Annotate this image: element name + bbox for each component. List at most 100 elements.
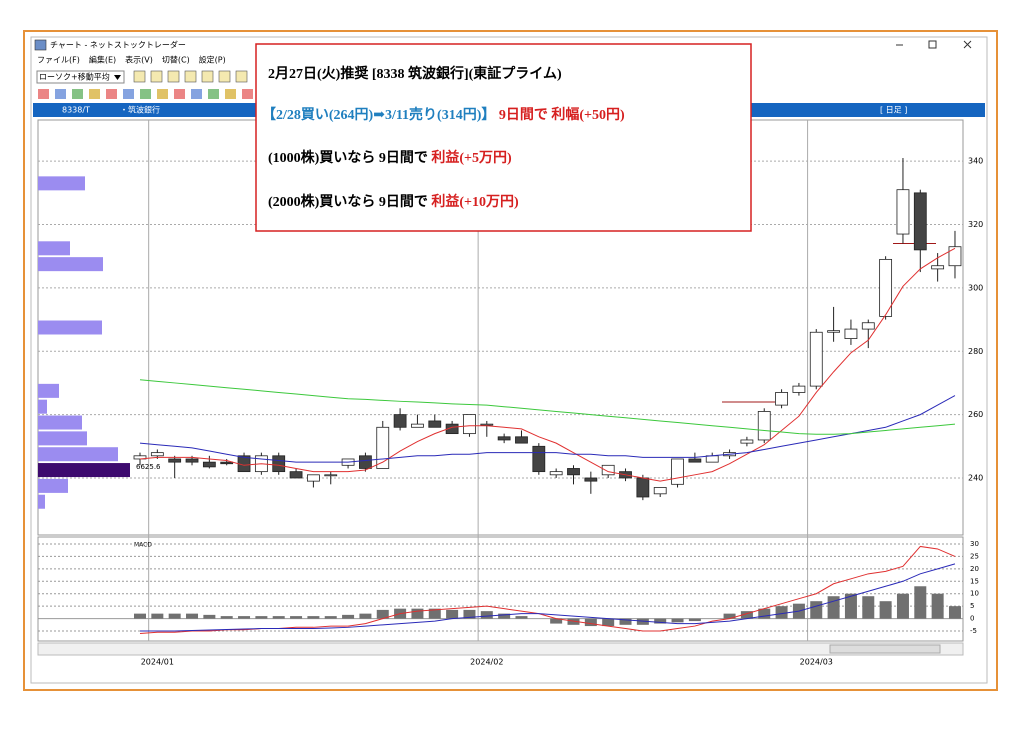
candle-body (445, 423, 459, 435)
candle-body (411, 423, 424, 428)
candle-body (584, 477, 598, 482)
toolbar-button[interactable] (150, 70, 163, 83)
menu-item[interactable]: 編集(E) (89, 55, 116, 65)
y-tick-label: 10 (970, 590, 979, 598)
profit: 利益(+5万円) (431, 149, 512, 166)
macd-bar (914, 586, 927, 619)
toolbar-button[interactable] (235, 70, 248, 83)
toolbar-button[interactable] (72, 89, 83, 99)
toolbar-button[interactable] (38, 89, 49, 99)
macd-bar (844, 593, 857, 619)
macd-bar (740, 611, 753, 619)
candle-body (601, 464, 615, 476)
toolbar-button[interactable] (157, 89, 168, 99)
toolbar-button[interactable] (89, 89, 100, 99)
toolbar-button[interactable] (123, 89, 134, 99)
candle-body (879, 258, 893, 317)
candle-body (272, 455, 286, 473)
candle-body (636, 477, 650, 498)
scrollbar[interactable] (37, 642, 964, 656)
toolbar-button[interactable] (225, 89, 236, 99)
candle-body (792, 385, 806, 393)
menu-item[interactable]: 切替(C) (162, 55, 190, 65)
candle-body (324, 474, 338, 477)
macd-bar (671, 618, 684, 623)
macd-bar (290, 616, 303, 619)
y-tick-label: 0 (970, 615, 974, 623)
window-controls[interactable] (896, 40, 972, 49)
menu-item[interactable]: ファイル(F) (37, 56, 80, 65)
candle-body (861, 322, 875, 330)
toolbar-button[interactable] (55, 89, 66, 99)
macd-bar (810, 601, 823, 619)
macd-bar (775, 606, 788, 619)
menu-item[interactable]: 表示(V) (125, 55, 153, 65)
candle-body (168, 458, 182, 463)
macd-bar (619, 618, 632, 625)
toolbar-button[interactable] (242, 89, 253, 99)
toolbar-button[interactable] (133, 70, 146, 83)
volume-profile-bar (38, 447, 118, 462)
y-tick-label: 25 (970, 552, 979, 560)
toolbar-button[interactable] (106, 89, 117, 99)
candle-body (515, 436, 528, 444)
candle-body (653, 487, 667, 495)
dropdown-arrow (114, 75, 121, 80)
macd-bar (203, 614, 216, 619)
header-name: ・筑波銀行 (120, 105, 160, 115)
profit: 利益(+10万円) (431, 193, 519, 210)
toolbar-button[interactable] (167, 70, 180, 83)
volume-profile-bar (38, 478, 68, 493)
candle-body (428, 420, 442, 428)
macd-bar (896, 593, 909, 619)
candle-body (931, 265, 945, 270)
candle-body (913, 192, 927, 251)
trade: 【2/28買い(264円)➡3/11売り(314円)】 (262, 106, 495, 123)
candle-body (740, 439, 754, 444)
scroll-thumb[interactable] (829, 644, 941, 654)
macd-bar (238, 616, 251, 619)
candle-body (150, 452, 164, 457)
macd-bar (654, 618, 667, 624)
close[interactable] (963, 40, 972, 49)
candle-body (359, 455, 372, 469)
menu-bar: ファイル(F) 編集(E) 表示(V) 切替(C) 設定(P) (37, 55, 226, 65)
toolbar-button[interactable] (140, 89, 151, 99)
macd-line (140, 563, 956, 632)
macd-bar (151, 613, 164, 619)
macd-bar (342, 614, 355, 619)
dropdown[interactable] (36, 70, 125, 84)
macd-bar (515, 616, 528, 619)
toolbar-button[interactable] (191, 89, 202, 99)
macd-bar (411, 608, 424, 619)
macd-bar (255, 616, 268, 619)
volume-profile-bar (38, 431, 87, 446)
macd-bar (446, 609, 459, 619)
macd-bar (307, 616, 320, 619)
macd-bar (324, 616, 337, 619)
menu-item[interactable]: 設定(P) (199, 55, 226, 65)
window-title: チャート - ネットストックトレーダー (50, 40, 186, 50)
candle-body (185, 458, 199, 463)
toolbar-button[interactable] (184, 70, 197, 83)
volume-profile-bar (38, 399, 47, 414)
annotation-line: (2000株)買いなら 9日間で 利益(+10万円) (268, 193, 519, 210)
toolbar-button[interactable] (218, 70, 231, 83)
condition: (1000株)買いなら 9日間で (268, 149, 431, 166)
x-tick-label: 2024/02 (470, 658, 503, 667)
toolbar-button[interactable] (201, 70, 214, 83)
macd-bar (723, 613, 736, 619)
maximize[interactable] (928, 40, 937, 49)
macd-bar (636, 618, 649, 625)
toolbar-button[interactable] (208, 89, 219, 99)
moving-average (139, 395, 956, 463)
candle-body (549, 471, 563, 476)
toolbar-button[interactable] (174, 89, 185, 99)
dropdown-text: ローソク+移動平均 (39, 72, 110, 82)
y-tick-label: 280 (968, 347, 983, 356)
header-period: [ 日足 ] (880, 106, 907, 115)
annotation-box (255, 43, 752, 232)
